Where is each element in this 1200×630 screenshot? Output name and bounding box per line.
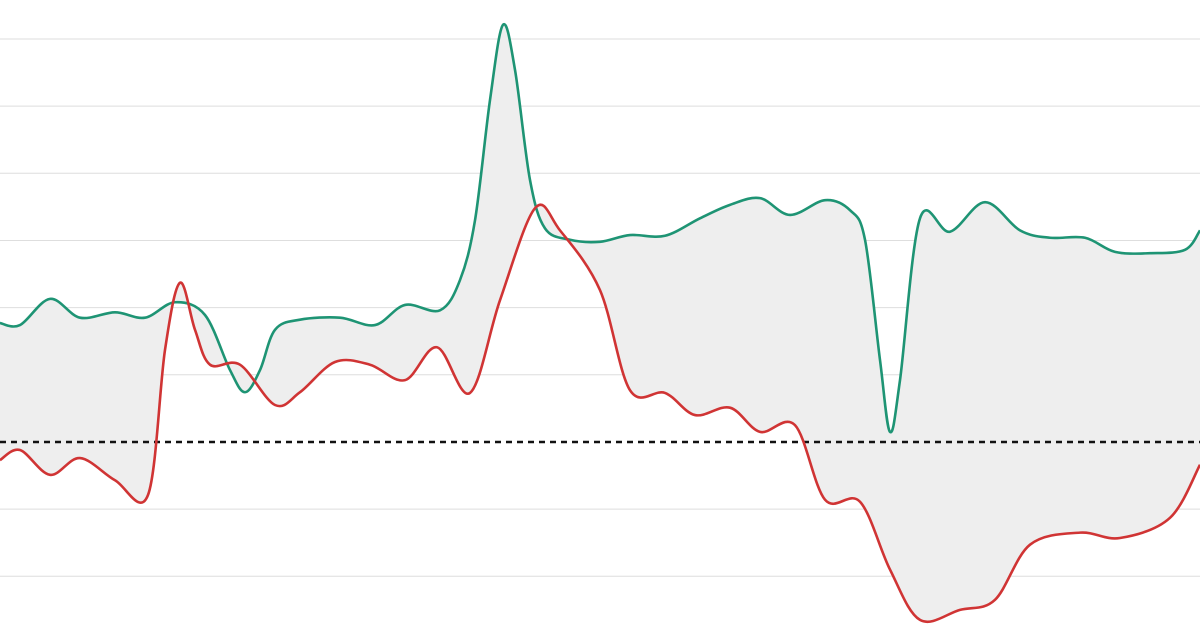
- fill-between: [0, 24, 1200, 622]
- series-line: [0, 22, 1200, 434]
- series-line: [0, 203, 1200, 623]
